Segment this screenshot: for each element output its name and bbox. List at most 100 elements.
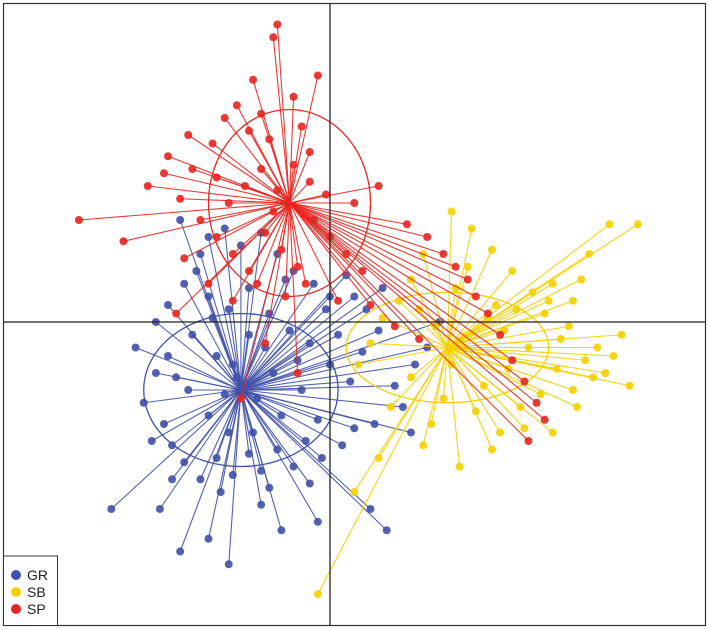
ray-sb-0 [317, 347, 448, 595]
point-gr-9 [366, 505, 375, 513]
ray-sb-31 [358, 346, 448, 366]
point-sp-22 [188, 165, 197, 173]
ray-sp-1 [272, 37, 291, 204]
ray-gr-72 [240, 334, 339, 391]
point-gr-77 [216, 488, 225, 496]
point-sb-13 [528, 288, 537, 297]
ray-sp-64 [216, 176, 290, 204]
point-sp-23 [208, 139, 217, 148]
point-sb-4 [455, 462, 464, 471]
point-gr-68 [172, 373, 181, 382]
ray-gr-10 [155, 321, 242, 391]
point-sb-30 [366, 339, 375, 348]
legend-swatch-gr [11, 570, 21, 580]
ray-sb-3 [422, 347, 448, 446]
point-sb-40 [471, 407, 480, 416]
point-sb-53 [516, 403, 525, 411]
point-gr-3 [204, 534, 213, 543]
point-gr-84 [208, 313, 217, 322]
point-sp-57 [143, 182, 152, 190]
ray-sp-33 [264, 202, 290, 234]
point-gr-44 [378, 284, 387, 292]
point-gr-82 [228, 360, 237, 369]
legend-swatch-sp [11, 604, 21, 614]
point-sb-24 [605, 220, 614, 229]
point-gr-57 [253, 394, 262, 403]
point-sb-12 [540, 309, 549, 318]
point-sp-13 [508, 356, 517, 365]
point-gr-29 [390, 381, 399, 390]
ray-sp-3 [288, 151, 311, 204]
point-sp-40 [240, 182, 249, 190]
ray-gr-61 [208, 389, 242, 416]
point-gr-5 [257, 500, 266, 509]
point-sp-25 [232, 101, 241, 110]
point-gr-60 [184, 386, 193, 394]
point-sb-16 [467, 224, 476, 233]
ray-sp-30 [216, 202, 290, 238]
point-gr-25 [317, 454, 326, 462]
point-sp-38 [342, 250, 351, 258]
ray-sp-44 [289, 181, 311, 204]
point-sp-41 [257, 165, 266, 173]
ray-gr-51 [240, 342, 311, 391]
point-sp-15 [532, 398, 541, 407]
ray-sb-58 [447, 279, 582, 348]
point-sp-34 [277, 245, 286, 254]
point-gr-46 [204, 292, 213, 301]
point-gr-36 [236, 241, 245, 250]
ray-gr-43 [240, 308, 367, 391]
point-sp-33 [261, 228, 270, 237]
ray-sp-10 [289, 202, 477, 297]
ray-gr-68 [175, 376, 242, 391]
point-gr-59 [297, 386, 306, 394]
point-sp-49 [228, 296, 237, 305]
ray-sp-49 [232, 202, 290, 302]
ray-sb-40 [446, 347, 477, 412]
point-sb-56 [617, 330, 626, 339]
point-gr-0 [107, 505, 116, 513]
ray-gr-18 [216, 389, 242, 459]
point-gr-61 [204, 411, 213, 420]
legend-label-sp: SP [27, 601, 46, 617]
ray-sp-0 [276, 24, 291, 204]
point-gr-8 [382, 526, 391, 535]
point-gr-88 [374, 326, 383, 335]
point-sb-0 [313, 590, 322, 598]
point-gr-45 [180, 279, 189, 288]
point-sp-17 [524, 437, 533, 445]
ray-gr-85 [167, 355, 242, 391]
point-gr-27 [350, 424, 359, 433]
point-sb-31 [354, 360, 363, 369]
point-gr-87 [350, 292, 359, 301]
ray-gr-86 [240, 308, 327, 391]
point-gr-56 [232, 373, 241, 382]
ray-gr-17 [199, 389, 242, 480]
ray-sb-2 [378, 347, 448, 459]
point-gr-49 [265, 309, 274, 318]
ray-sp-69 [264, 202, 291, 344]
point-gr-72 [334, 330, 343, 339]
ray-sp-14 [289, 202, 525, 382]
point-gr-6 [277, 526, 286, 535]
ray-gr-22 [240, 389, 278, 450]
point-gr-23 [289, 462, 298, 471]
point-sp-11 [483, 309, 492, 318]
point-gr-62 [224, 428, 233, 437]
point-sb-42 [407, 373, 415, 382]
ray-sb-33 [447, 346, 509, 370]
point-sp-3 [305, 148, 314, 156]
legend: GR SB SP [3, 555, 58, 626]
ray-sb-20 [447, 346, 614, 357]
point-gr-20 [245, 449, 253, 458]
point-sb-45 [536, 390, 545, 399]
ray-gr-9 [240, 389, 371, 510]
ray-sp-26 [248, 130, 290, 204]
point-sp-64 [212, 173, 221, 182]
point-gr-79 [305, 479, 314, 488]
point-gr-86 [321, 305, 330, 314]
point-sb-9 [601, 369, 610, 377]
point-sb-55 [463, 262, 472, 271]
ray-gr-30 [240, 363, 416, 391]
point-sb-32 [479, 381, 488, 390]
